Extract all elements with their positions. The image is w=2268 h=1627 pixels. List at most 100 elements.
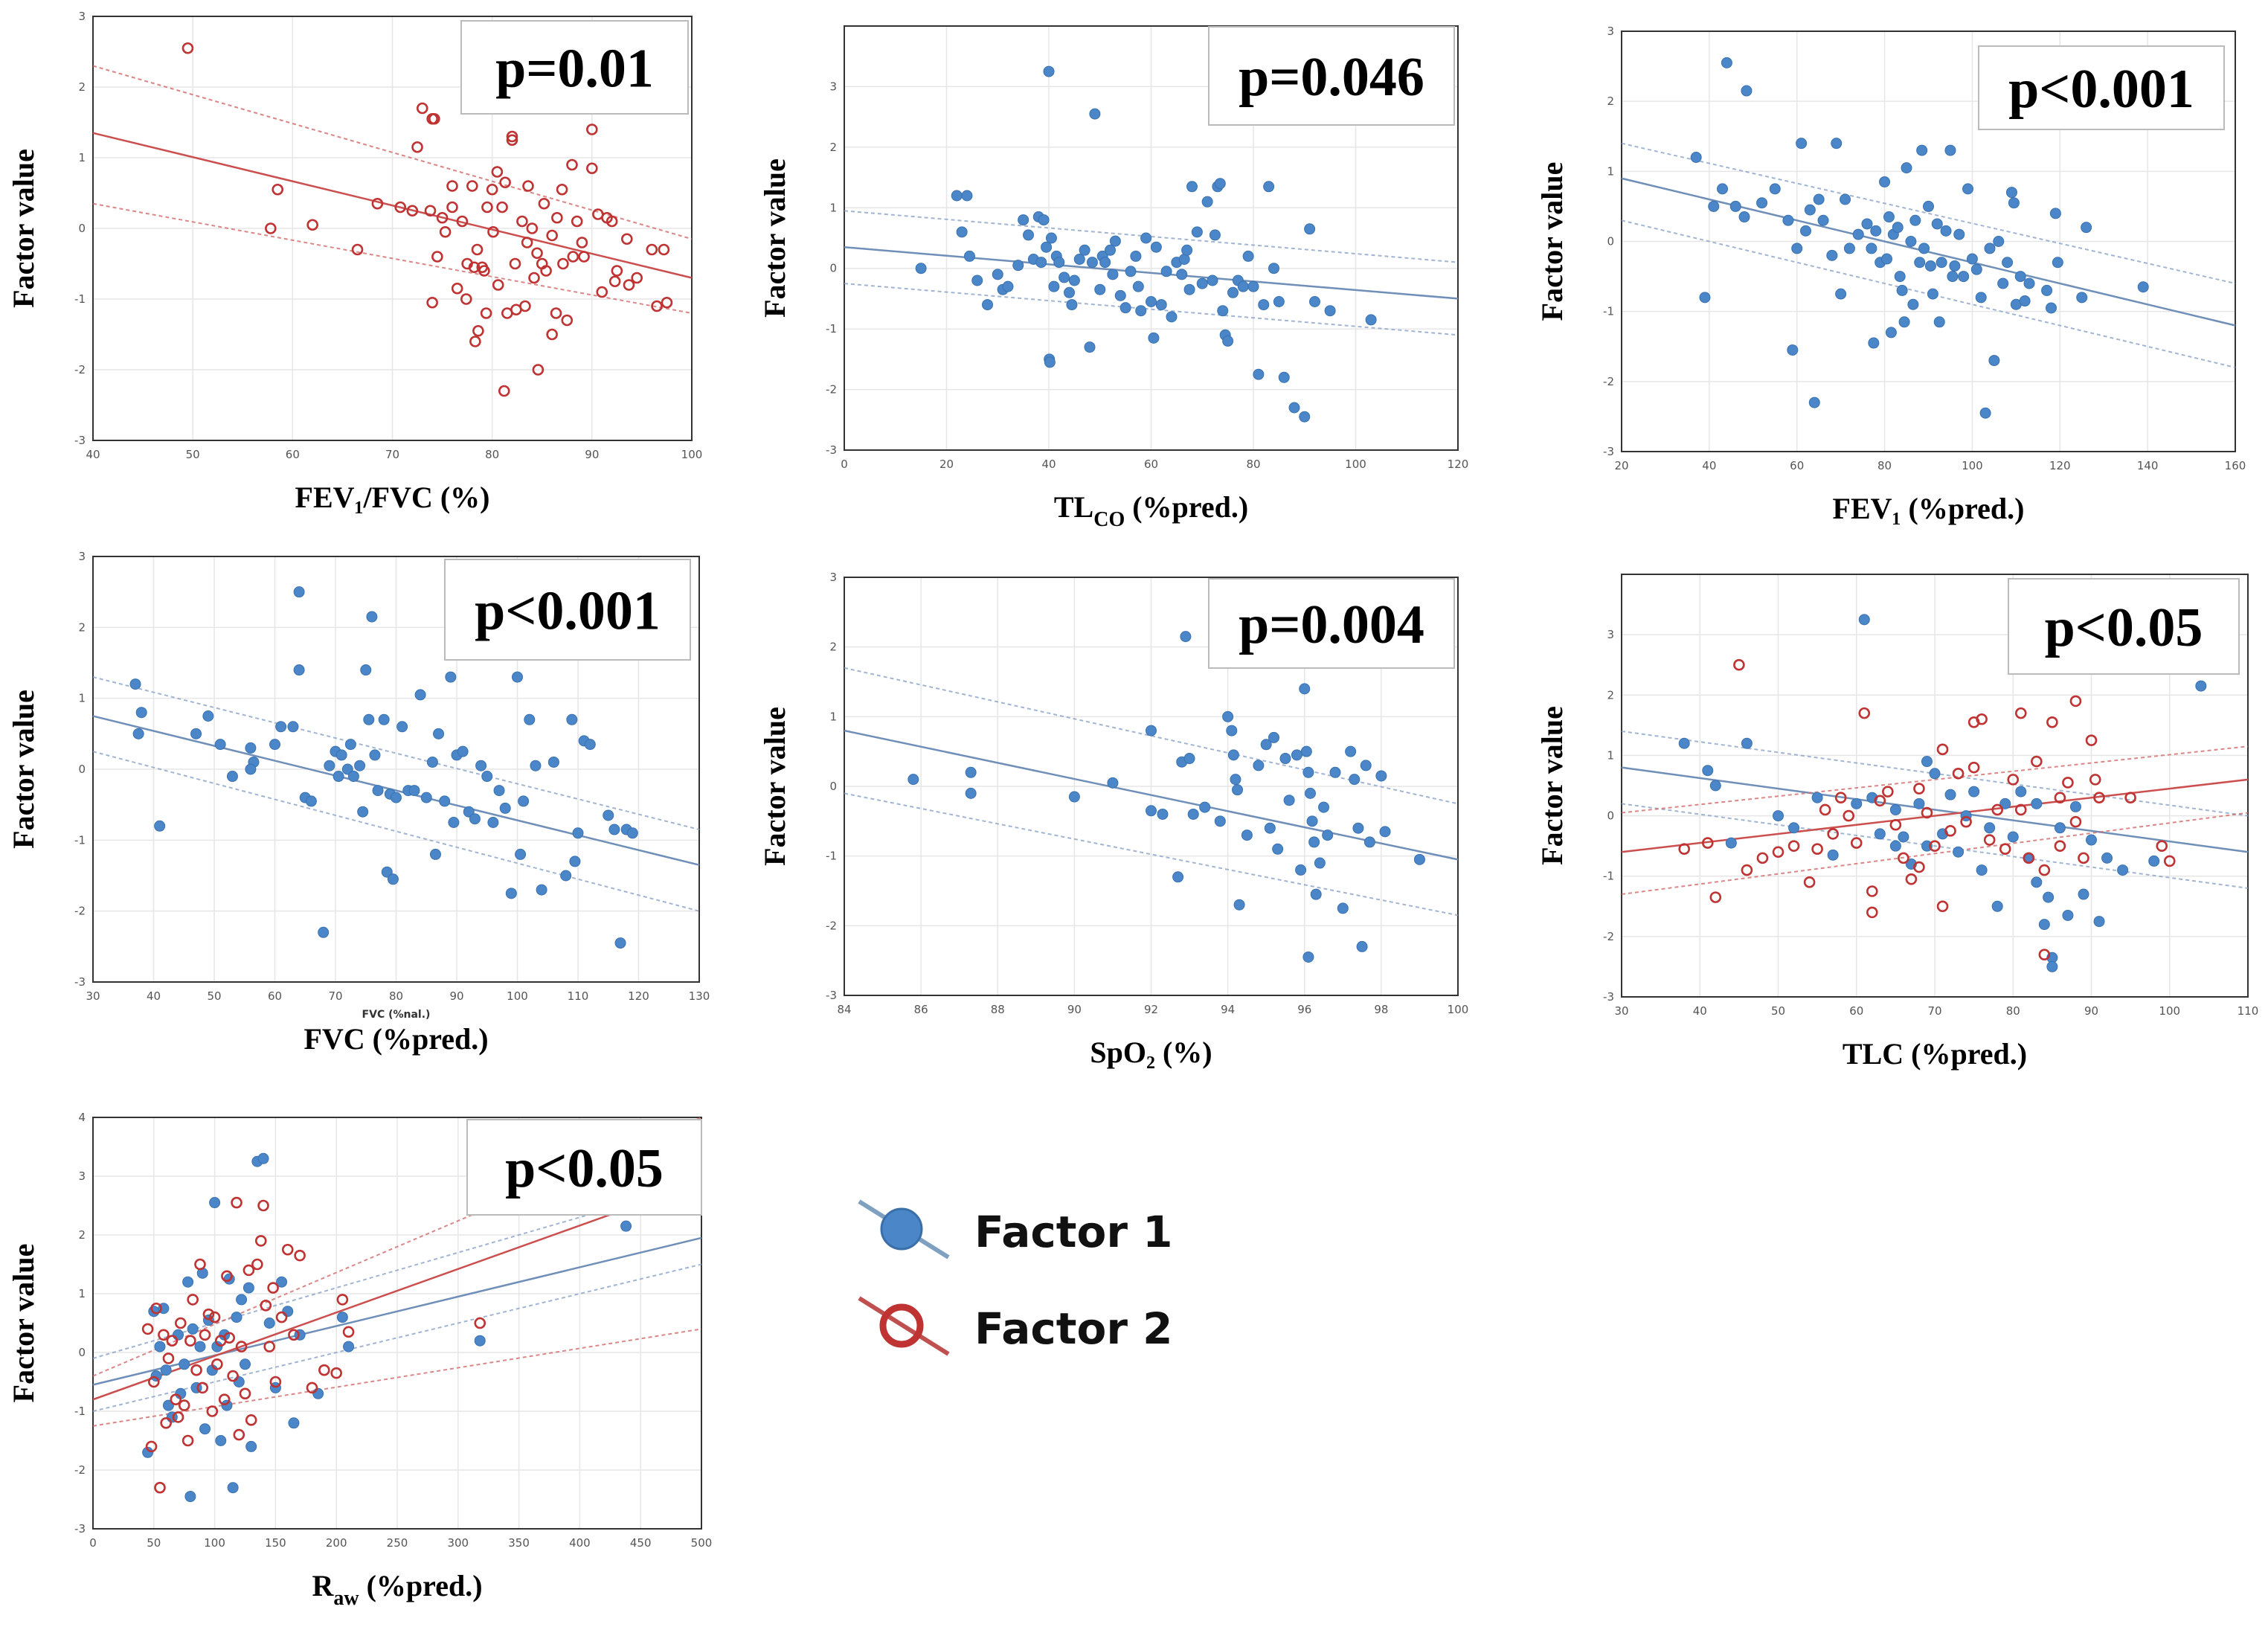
data-point-factor-2	[2023, 852, 2035, 864]
data-point-factor-2	[1858, 707, 1871, 719]
y-tick-label: 2	[78, 620, 86, 634]
x-tick-label: 40	[147, 989, 161, 1003]
p-value-label: p=0.046	[1239, 47, 1424, 108]
data-point-factor-1	[1109, 235, 1121, 247]
p-value-label: p<0.001	[2008, 59, 2194, 120]
x-tick-label: 0	[841, 458, 848, 471]
data-point-factor-1	[190, 728, 202, 739]
regression-line	[1621, 778, 2249, 853]
data-point-factor-1	[426, 756, 438, 768]
data-point-factor-1	[1160, 266, 1172, 277]
data-point-factor-2	[1819, 803, 1831, 816]
data-point-factor-2	[239, 1387, 251, 1400]
data-point-factor-1	[245, 763, 257, 775]
data-point-factor-1	[1363, 836, 1375, 848]
data-point-factor-1	[487, 817, 499, 828]
x-tick-label: 80	[1877, 459, 1892, 472]
data-point-factor-1	[1094, 283, 1106, 295]
data-point-factor-2	[436, 211, 449, 224]
data-point-factor-2	[556, 183, 568, 196]
p-value-label: p=0.004	[1239, 594, 1424, 655]
data-point-factor-1	[1690, 152, 1702, 163]
data-point-factor-2	[158, 1329, 170, 1341]
data-point-factor-1	[1921, 840, 1933, 852]
chart-2: 0 20 40 60 80 100 120 -3 -2 -1 0 1 2 3 p=0.046 Factor v…	[758, 25, 1468, 531]
y-tick-label: 3	[78, 1169, 86, 1183]
data-point-factor-1	[132, 728, 144, 739]
data-point-factor-1	[1858, 614, 1870, 626]
x-tick-label: 20	[939, 458, 954, 471]
data-point-factor-1	[1947, 271, 1959, 283]
x-tick-label: 400	[569, 1536, 591, 1550]
data-point-factor-1	[1155, 299, 1167, 311]
data-point-factor-1	[1230, 774, 1241, 786]
data-point-factor-2	[196, 1381, 209, 1394]
data-point-factor-1	[1086, 257, 1098, 269]
data-point-factor-1	[1852, 228, 1864, 240]
data-point-factor-1	[414, 689, 426, 701]
data-point-factor-2	[211, 1358, 223, 1370]
data-point-factor-1	[1813, 193, 1825, 205]
data-point-factor-2	[1967, 761, 1980, 774]
data-point-factor-2	[269, 1376, 282, 1388]
data-point-factor-1	[1306, 815, 1318, 827]
data-point-factor-1	[1709, 780, 1721, 792]
data-point-factor-2	[471, 243, 484, 256]
plot-border	[844, 577, 1459, 996]
data-point-factor-1	[233, 1376, 245, 1387]
data-point-factor-2	[306, 219, 318, 231]
data-point-factor-1	[1817, 214, 1829, 226]
data-point-factor-1	[202, 710, 214, 722]
chart-5: 84 86 88 90 92 94 96 98 100 -3 -2 -1 0 1 2 3 p=0.004 Fact…	[758, 571, 1468, 1069]
data-point-factor-2	[623, 279, 635, 291]
data-point-factor-1	[1782, 214, 1794, 226]
confidence-band-lower	[92, 202, 693, 314]
data-point-factor-2	[263, 1341, 276, 1352]
data-point-factor-2	[1905, 873, 1918, 885]
data-point-factor-1	[2008, 197, 2020, 209]
data-point-factor-1	[1018, 214, 1029, 226]
data-point-factor-1	[1866, 243, 1877, 254]
p-value-label: p<0.001	[475, 581, 661, 642]
data-point-factor-1	[429, 848, 441, 860]
data-point-factor-1	[1247, 280, 1259, 292]
data-point-factor-1	[1172, 871, 1184, 883]
data-point-factor-2	[492, 279, 504, 291]
data-point-factor-1	[515, 848, 527, 860]
data-point-factor-2	[406, 205, 419, 217]
data-point-factor-2	[254, 1235, 267, 1247]
data-point-factor-1	[1041, 241, 1053, 253]
data-point-factor-1	[245, 742, 257, 754]
data-point-factor-2	[1827, 828, 1839, 840]
x-axis-label: FEV₁ (%pred.)	[1833, 492, 2025, 525]
confidence-band-lower	[1621, 812, 2249, 896]
data-point-factor-1	[1999, 798, 2011, 809]
data-point-factor-2	[2093, 792, 2105, 804]
data-point-factor-1	[1931, 218, 1943, 230]
data-point-factor-2	[2124, 792, 2136, 804]
data-point-factor-1	[481, 771, 493, 783]
data-point-factor-1	[1258, 299, 1270, 311]
data-point-factor-1	[154, 1341, 166, 1352]
data-point-factor-1	[335, 749, 347, 761]
data-point-factor-2	[631, 272, 643, 284]
data-point-factor-1	[1970, 263, 1982, 275]
data-point-factor-1	[992, 269, 1003, 280]
x-axis-label: TLC (%pred.)	[1843, 1037, 2027, 1071]
x-tick-label: 100	[204, 1536, 225, 1550]
data-point-factor-1	[150, 1370, 162, 1382]
y-tick-label: -1	[1603, 870, 1614, 883]
regression-line	[844, 729, 1459, 861]
data-point-factor-2	[468, 261, 481, 274]
data-point-factor-2	[491, 166, 504, 178]
data-point-factor-2	[306, 1381, 318, 1394]
data-point-factor-1	[1089, 108, 1101, 120]
data-point-factor-1	[287, 721, 299, 733]
x-tick-label: 100	[681, 448, 703, 461]
data-point-factor-1	[1953, 228, 1965, 240]
plot-border	[92, 556, 700, 983]
data-point-factor-2	[1983, 834, 1996, 846]
plot-border	[844, 25, 1459, 451]
data-point-factor-2	[170, 1393, 182, 1405]
